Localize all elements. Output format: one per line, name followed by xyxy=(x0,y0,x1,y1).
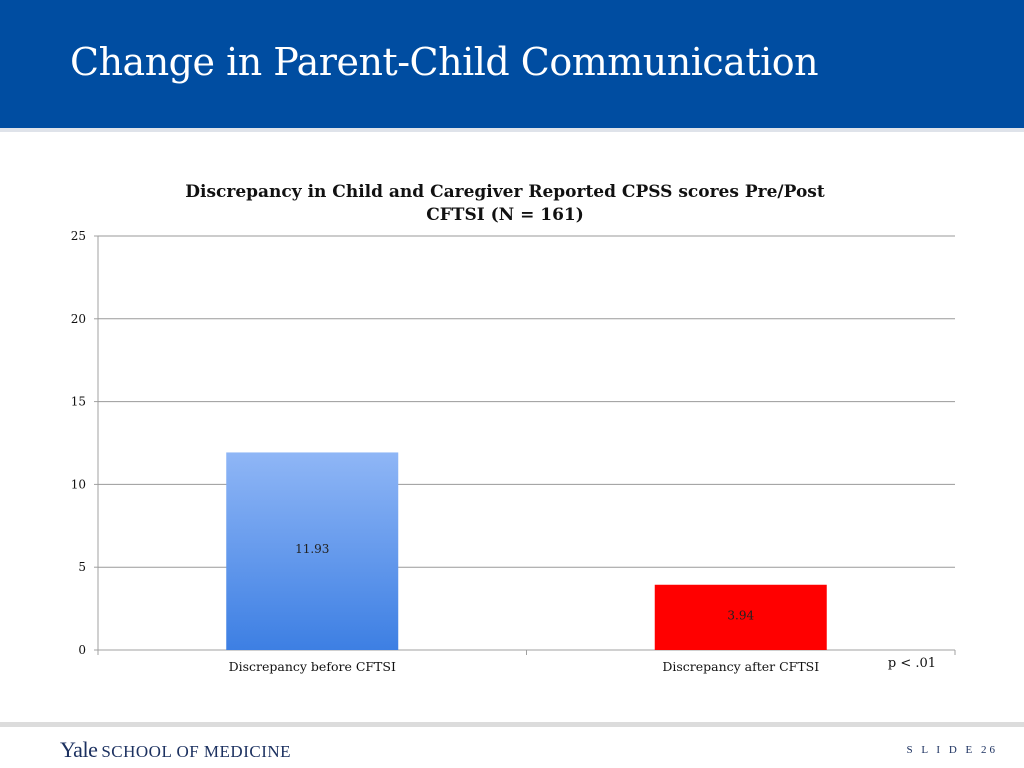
header-divider xyxy=(0,128,1024,132)
yale-school-of-medicine-logo: Yale SCHOOL OF MEDICINE xyxy=(60,737,291,763)
chart-title-line-1: Discrepancy in Child and Caregiver Repor… xyxy=(185,182,825,202)
y-tick-label: 20 xyxy=(71,312,86,326)
bar-1 xyxy=(226,452,399,650)
x-category-label-1: Discrepancy before CFTSI xyxy=(229,659,396,674)
data-label-2: 3.94 xyxy=(727,608,754,622)
y-tick-label: 10 xyxy=(71,477,86,491)
x-axis-tick-labels: Discrepancy before CFTSI Discrepancy afte… xyxy=(229,659,820,674)
header-band xyxy=(0,0,1024,128)
y-tick-label: 0 xyxy=(78,643,86,657)
chart-title-line-2: CFTSI (N = 161) xyxy=(426,205,584,225)
y-axis-tick-labels: 0 5 10 15 20 25 xyxy=(71,229,86,657)
chart-bars: 11.93 3.94 xyxy=(226,452,827,650)
bar-2 xyxy=(654,584,827,650)
y-tick-label: 15 xyxy=(71,395,86,409)
footer-divider xyxy=(0,722,1024,727)
logo-yale: Yale xyxy=(60,737,98,762)
data-label-1: 11.93 xyxy=(295,542,329,556)
y-tick-label: 25 xyxy=(71,229,86,243)
slide-number: S L I D E 26 xyxy=(906,744,998,756)
logo-school: SCHOOL OF MEDICINE xyxy=(101,742,292,761)
chart-gridlines xyxy=(94,235,956,655)
x-category-label-2: Discrepancy after CFTSI xyxy=(662,659,819,674)
y-tick-label: 5 xyxy=(78,560,86,574)
significance-annotation: p < .01 xyxy=(888,656,936,671)
slide-title: Change in Parent-Child Communication xyxy=(70,40,819,84)
